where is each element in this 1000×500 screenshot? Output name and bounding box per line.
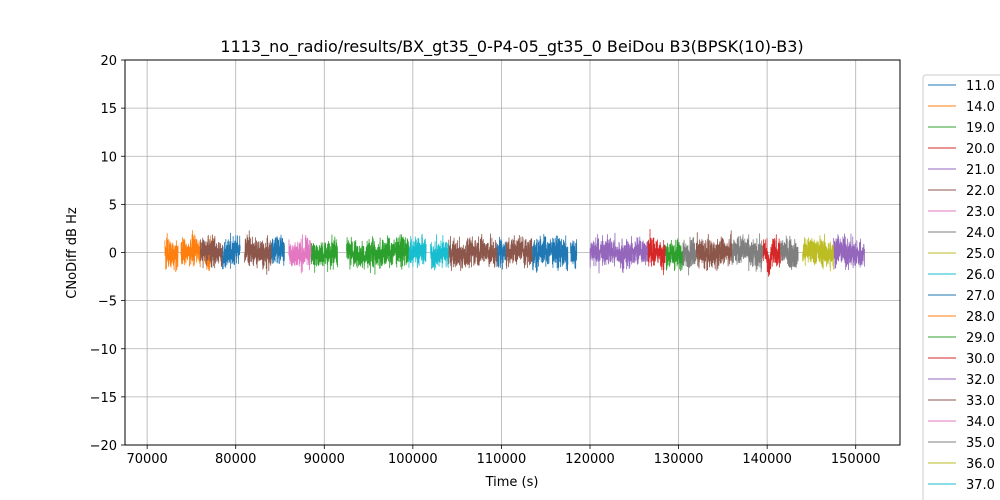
legend-label: 34.0: [966, 415, 995, 430]
series-line-26-0: [430, 234, 449, 271]
series-line-22-0: [447, 233, 498, 272]
legend-label: 24.0: [966, 226, 995, 241]
legend-label: 19.0: [966, 121, 995, 136]
axis-ticks: 70000 80000 90000 100000 110000 120000 130000 1…: [90, 54, 881, 467]
y-tick-label: −15: [90, 391, 117, 406]
series-line-14-0: [164, 232, 179, 273]
legend-label: 21.0: [966, 163, 995, 178]
legend-label: 20.0: [966, 142, 995, 157]
series-line-19-0: [664, 238, 684, 272]
x-tick-label: 130000: [654, 452, 704, 467]
x-axis-label: Time (s): [485, 475, 539, 490]
legend-label: 29.0: [966, 331, 995, 346]
data-series-layer: [164, 229, 865, 277]
y-tick-label: 15: [100, 102, 117, 117]
legend-label: 37.0: [966, 478, 995, 493]
series-line-29-0: [372, 234, 409, 275]
series-line-21-0: [589, 232, 648, 274]
x-tick-label: 90000: [304, 452, 345, 467]
series-line-24-0: [682, 236, 697, 276]
series-line-24-0: [780, 235, 799, 271]
series-line-26-0: [408, 233, 427, 269]
legend-box: [922, 74, 1000, 500]
legend-label: 25.0: [966, 247, 995, 262]
x-tick-label: 140000: [742, 452, 792, 467]
series-line-22-0: [199, 234, 223, 269]
series-line-11-0: [496, 236, 507, 270]
y-tick-label: −20: [90, 439, 117, 454]
chart-title: 1113_no_radio/results/BX_gt35_0-P4-05_gt…: [220, 37, 803, 57]
x-tick-label: 70000: [126, 452, 167, 467]
series-line-11-0: [222, 232, 241, 270]
y-tick-label: −10: [90, 343, 117, 358]
legend-label: 36.0: [966, 457, 995, 472]
y-tick-label: 20: [100, 54, 117, 69]
x-tick-label: 80000: [215, 452, 256, 467]
x-tick-label: 150000: [831, 452, 881, 467]
series-line-19-0: [346, 236, 374, 274]
series-line-14-0: [180, 230, 201, 268]
legend-label: 32.0: [966, 373, 995, 388]
x-tick-label: 100000: [388, 452, 438, 467]
legend-label: 23.0: [966, 205, 995, 220]
series-line-14-0: [204, 235, 212, 272]
legend: 11.0 14.0 19.0 20.0 21.0 22.0 23.0 24.0 25.0 26.0…: [922, 74, 1000, 500]
series-line-33-0: [695, 230, 733, 272]
series-line-11-0: [532, 233, 569, 273]
series-line-25-0: [802, 233, 834, 272]
y-axis-label: CNoDiff dB Hz: [65, 207, 80, 299]
series-line-11-0: [270, 234, 285, 266]
x-tick-label: 110000: [477, 452, 527, 467]
legend-label: 35.0: [966, 436, 995, 451]
x-tick-label: 120000: [565, 452, 615, 467]
series-line-21-0: [833, 233, 865, 271]
y-tick-label: 10: [100, 150, 117, 165]
legend-label: 33.0: [966, 394, 995, 409]
series-line-19-0: [310, 234, 338, 273]
y-tick-label: −5: [98, 295, 117, 310]
series-line-23-0: [288, 234, 312, 274]
legend-label: 11.0: [966, 79, 995, 94]
series-line-22-0: [244, 230, 272, 275]
series-line-20-0: [762, 234, 781, 277]
y-tick-label: 0: [109, 247, 117, 262]
series-line-11-0: [570, 239, 578, 270]
legend-label: 27.0: [966, 289, 995, 304]
legend-label: 28.0: [966, 310, 995, 325]
series-line-24-0: [731, 233, 764, 273]
legend-label: 26.0: [966, 268, 995, 283]
series-line-20-0: [647, 229, 666, 276]
legend-label: 14.0: [966, 100, 995, 115]
legend-label: 30.0: [966, 352, 995, 367]
y-tick-label: 5: [109, 198, 117, 213]
legend-label: 22.0: [966, 184, 995, 199]
series-line-22-0: [505, 234, 533, 270]
